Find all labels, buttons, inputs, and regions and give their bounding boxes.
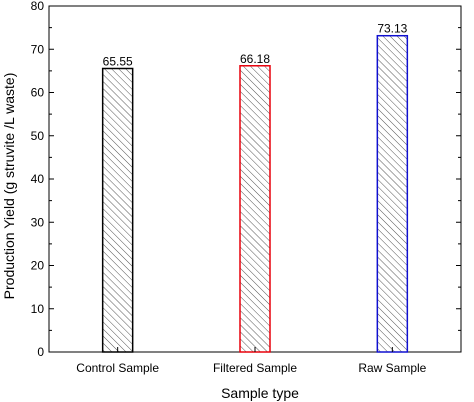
y-tick-label: 0 [37,345,44,359]
y-tick-label: 80 [31,0,45,13]
plot-area: 0 10 20 30 40 50 60 70 80 65.55 Control Sample 66.1… [31,0,462,375]
y-tick-label: 20 [31,259,45,273]
y-axis-title: Production Yield (g struvite /L waste) [1,73,17,300]
x-axis-title: Sample type [221,385,299,401]
y-tick-label: 60 [31,86,45,100]
bar-3 [376,34,409,353]
x-tick-label: Control Sample [76,361,159,375]
bar-1 [101,67,134,353]
data-label-1: 65.55 [103,54,133,68]
y-tick-label: 10 [31,302,45,316]
y-tick-label: 30 [31,215,45,229]
y-tick-label: 50 [31,129,45,143]
bar-2 [239,65,271,353]
data-label-2: 66.18 [240,52,270,66]
data-label-3: 73.13 [377,22,407,36]
y-tick-label: 40 [31,172,45,186]
y-tick-label: 70 [31,42,45,56]
x-tick-label: Raw Sample [358,361,426,375]
x-tick-label: Filtered Sample [213,361,297,375]
